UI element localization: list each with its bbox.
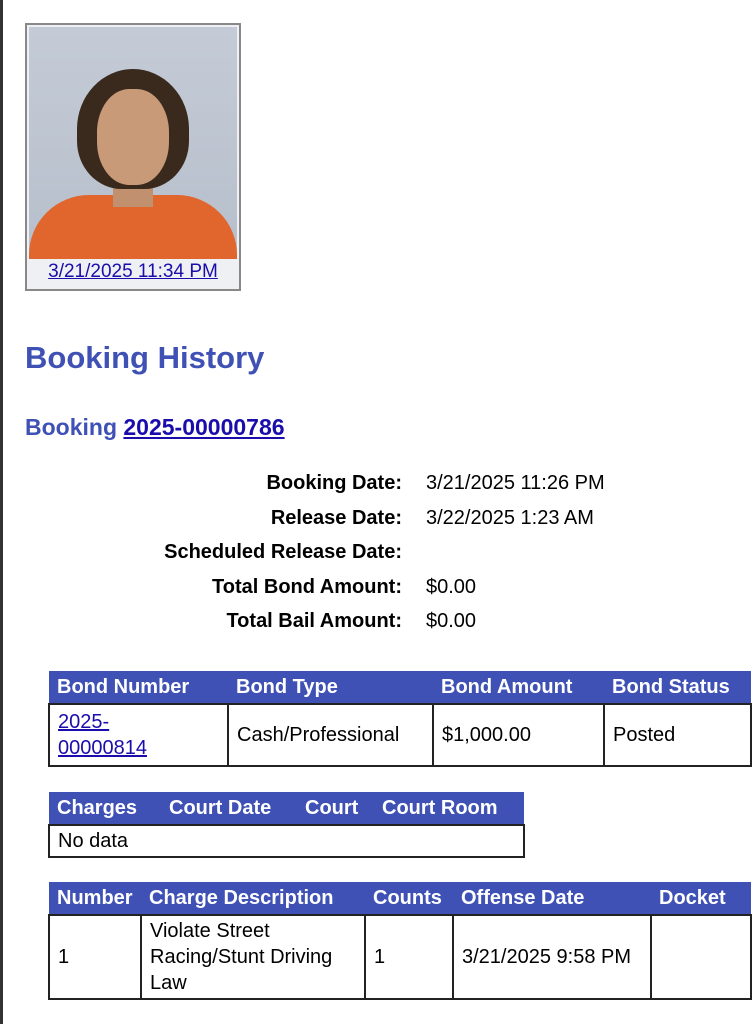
booking-number-link[interactable]: 2025-00000786 — [123, 414, 285, 440]
page-title: Booking History — [25, 340, 265, 375]
offense-date: 3/21/2025 9:58 PM — [452, 914, 652, 1000]
booking-label: Booking — [25, 414, 117, 440]
detail-row: Total Bond Amount: $0.00 — [0, 576, 700, 611]
column-header: Counts — [365, 882, 453, 915]
column-header: Offense Date — [453, 882, 651, 915]
detail-row: Total Bail Amount: $0.00 — [0, 610, 700, 645]
detail-value: 3/22/2025 1:23 AM — [426, 506, 594, 529]
detail-label: Release Date: — [270, 506, 402, 529]
charge-counts: 1 — [364, 914, 454, 1000]
empty-message: No data — [48, 824, 525, 858]
detail-value: 3/21/2025 11:26 PM — [426, 472, 605, 494]
detail-value: $0.00 — [426, 575, 477, 598]
court-table: Charges Court Date Court Court Room No d… — [48, 792, 525, 858]
column-header: Bond Amount — [433, 671, 604, 704]
bond-type: Cash/Professional — [227, 703, 434, 767]
table-row: No data — [48, 824, 525, 858]
column-header: Court Room — [374, 792, 524, 825]
detail-value: $0.00 — [426, 610, 477, 632]
detail-row: Scheduled Release Date: — [0, 541, 700, 576]
bond-amount: $1,000.00 — [432, 703, 605, 767]
charge-description: Violate Street Racing/Stunt Driving Law — [140, 914, 366, 1000]
photo-face — [97, 89, 169, 185]
column-header: Bond Type — [228, 671, 433, 704]
table-row: 1 Violate Street Racing/Stunt Driving La… — [48, 914, 752, 1000]
table-row: 2025-00000814 Cash/Professional $1,000.0… — [48, 703, 752, 767]
booking-heading: Booking 2025-00000786 — [25, 414, 285, 441]
bonds-table: Bond Number Bond Type Bond Amount Bond S… — [48, 671, 752, 767]
detail-label: Total Bail Amount: — [226, 610, 402, 632]
detail-label: Booking Date: — [266, 472, 402, 494]
docket — [650, 914, 752, 1000]
booking-details: Booking Date: 3/21/2025 11:26 PM Release … — [0, 472, 700, 645]
detail-row: Booking Date: 3/21/2025 11:26 PM — [0, 472, 700, 507]
column-header: Bond Number — [49, 671, 228, 704]
mugshot-card: 3/21/2025 11:34 PM — [25, 23, 241, 291]
column-header: Bond Status — [604, 671, 751, 704]
bond-number-link[interactable]: 2025-00000814 — [58, 709, 168, 761]
column-header: Court — [297, 792, 374, 825]
bond-number: 2025-00000814 — [58, 711, 147, 759]
column-header: Charge Description — [141, 882, 365, 915]
detail-row: Release Date: 3/22/2025 1:23 AM — [0, 507, 700, 542]
charge-number: 1 — [48, 914, 142, 1000]
photo-date-link[interactable]: 3/21/2025 11:34 PM — [48, 261, 218, 282]
column-header: Docket — [651, 882, 751, 915]
column-header: Charges — [49, 792, 161, 825]
mugshot-photo[interactable] — [29, 27, 237, 259]
page-edge — [0, 0, 3, 1024]
bond-status: Posted — [603, 703, 752, 767]
column-header: Court Date — [161, 792, 297, 825]
charges-table: Number Charge Description Counts Offense… — [48, 882, 752, 1000]
detail-label: Scheduled Release Date: — [164, 541, 402, 563]
detail-label: Total Bond Amount: — [212, 575, 402, 598]
column-header: Number — [49, 882, 141, 915]
